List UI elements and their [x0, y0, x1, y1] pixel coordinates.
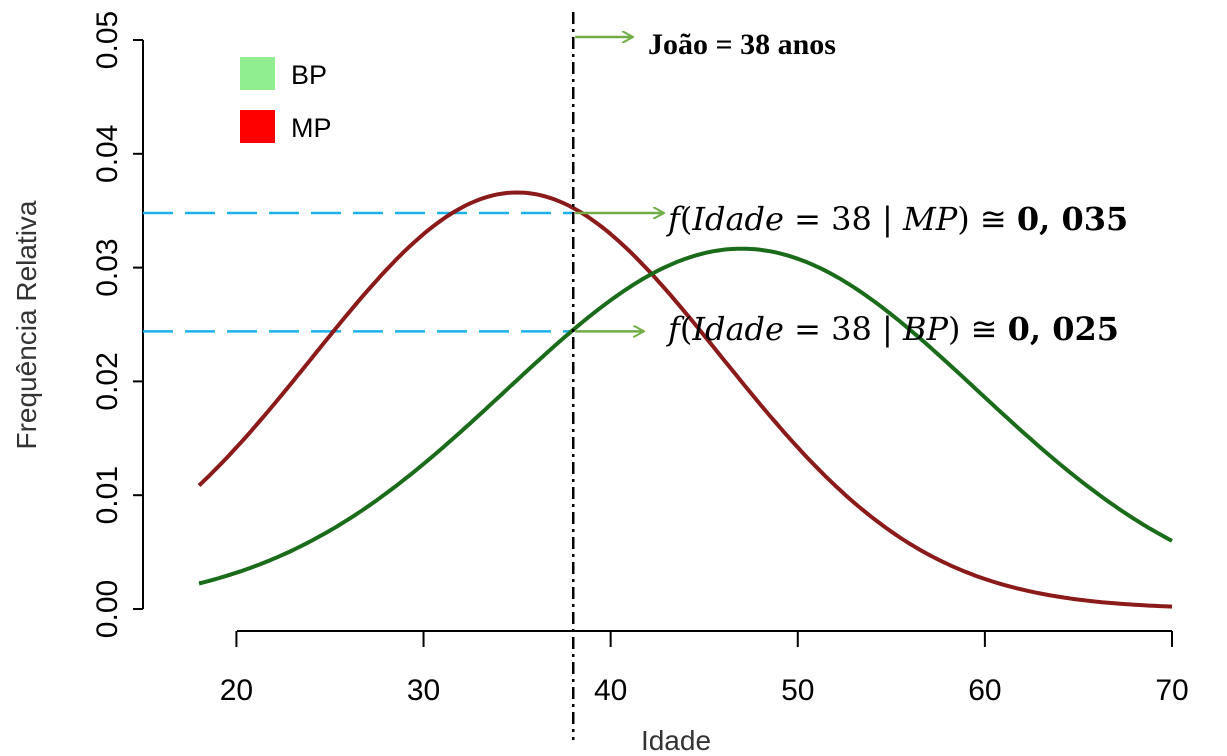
y-axis-title: Frequência Relativa — [11, 200, 42, 449]
x-tick-label: 20 — [220, 674, 253, 707]
legend-label-bp: BP — [291, 60, 327, 90]
y-axis-ticks: 0.00 0.01 0.02 0.03 0.04 0.05 — [91, 11, 143, 638]
reference-lines — [143, 211, 574, 333]
x-tick-label: 50 — [781, 674, 814, 707]
x-axis-ticks: 20 30 40 50 60 70 — [220, 631, 1189, 707]
series-line-mp — [197, 190, 1173, 609]
y-tick-label: 0.03 — [91, 238, 124, 296]
x-tick-label: 70 — [1155, 674, 1188, 707]
annotation-mp-text: 𝑓(𝐼𝑑𝑎𝑑𝑒 = 38 | 𝑀𝑃) ≅ — [666, 200, 1017, 238]
annotation-mp: 𝑓(𝐼𝑑𝑎𝑑𝑒 = 38 | 𝑀𝑃) ≅ 𝟎, 𝟎𝟑𝟓 — [666, 200, 1128, 238]
annotation-arrows — [575, 37, 663, 331]
legend: BP MP — [240, 57, 332, 143]
x-axis-title: Idade — [641, 725, 711, 756]
y-tick-label: 0.00 — [91, 580, 124, 638]
y-tick-label: 0.05 — [91, 11, 124, 69]
marker-label: João = 38 anos — [648, 28, 836, 61]
series-line-bp — [198, 246, 1173, 586]
legend-swatch-bp — [240, 57, 275, 90]
annotation-mp-value: 𝟎, 𝟎𝟑𝟓 — [1017, 200, 1128, 238]
legend-label-mp: MP — [291, 113, 332, 143]
x-tick-label: 60 — [968, 674, 1001, 707]
y-tick-label: 0.01 — [91, 466, 124, 524]
y-tick-label: 0.04 — [91, 125, 124, 183]
x-tick-label: 40 — [594, 674, 627, 707]
y-axis: 0.00 0.01 0.02 0.03 0.04 0.05 — [91, 11, 144, 638]
x-tick-label: 30 — [407, 674, 440, 707]
legend-swatch-mp — [240, 110, 275, 143]
x-axis: 20 30 40 50 60 70 — [220, 630, 1189, 707]
y-tick-label: 0.02 — [91, 352, 124, 410]
annotation-bp-text: 𝑓(𝐼𝑑𝑎𝑑𝑒 = 38 | 𝐵𝑃) ≅ — [666, 310, 1008, 348]
annotation-bp-value: 𝟎, 𝟎𝟐𝟓 — [1008, 310, 1119, 348]
annotation-bp: 𝑓(𝐼𝑑𝑎𝑑𝑒 = 38 | 𝐵𝑃) ≅ 𝟎, 𝟎𝟐𝟓 — [666, 310, 1119, 348]
series-lines — [197, 190, 1173, 609]
